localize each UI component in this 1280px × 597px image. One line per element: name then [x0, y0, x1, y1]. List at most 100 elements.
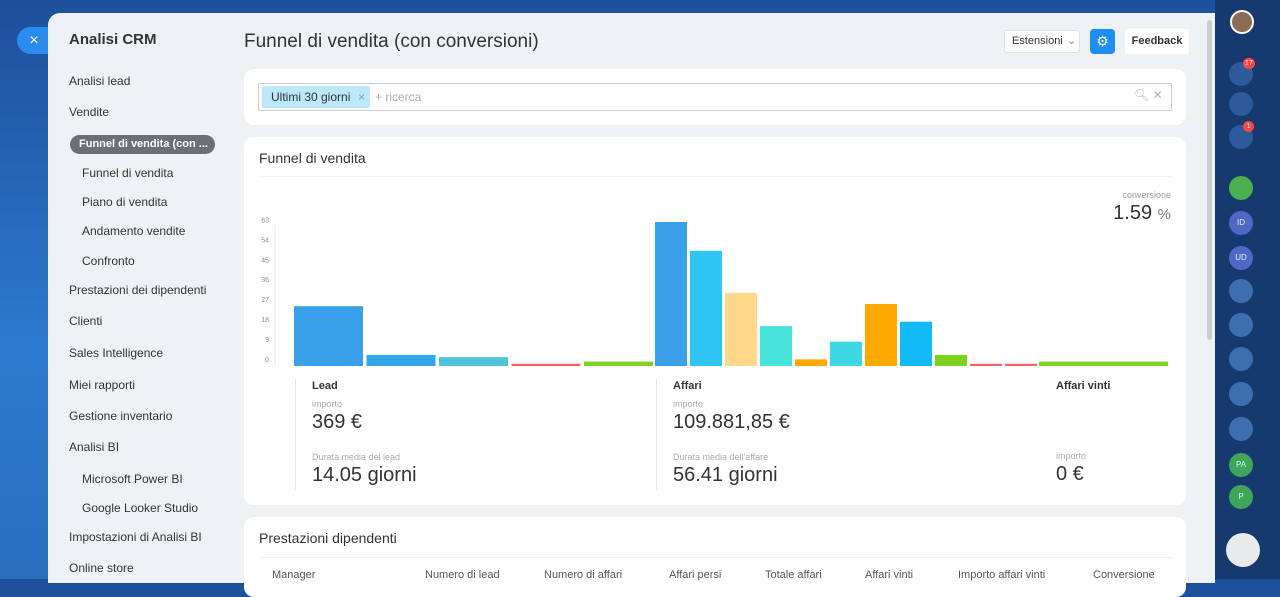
bar	[294, 306, 363, 366]
conversion: 1.59 %	[1113, 202, 1171, 225]
y-tick-label: 0	[265, 357, 269, 364]
scrollbar	[1207, 20, 1212, 340]
funnel-chart: 0 9 18 27 36 45 54 63	[261, 217, 1168, 366]
sidebar-subitem[interactable]: Google Looker Studio	[82, 501, 199, 515]
column-header: Affari persi	[669, 569, 722, 581]
extensions-label: Estensioni	[1012, 35, 1063, 47]
y-tick-label: 63	[261, 217, 269, 224]
close-button[interactable]: ×	[17, 27, 51, 54]
panel-title: Lead	[312, 380, 338, 392]
sidebar-item[interactable]: Miei rapporti	[69, 378, 136, 392]
sidebar-title: Analisi CRM	[69, 31, 157, 48]
search-input[interactable]	[258, 83, 1172, 111]
amount: 369 €	[312, 411, 363, 433]
duration: 56.41 giorni	[673, 464, 778, 486]
bar	[795, 359, 827, 366]
bar	[760, 326, 792, 366]
column-header: Affari vinti	[865, 569, 914, 581]
panel-title: Affari	[673, 380, 702, 392]
amount-label: importo	[1056, 451, 1087, 461]
y-tick-label: 18	[261, 317, 269, 324]
sidebar-item[interactable]: Gestione inventario	[69, 409, 173, 423]
page-title: Funnel di vendita (con conversioni)	[244, 31, 539, 52]
conversion-label: conversione	[1122, 190, 1171, 200]
bar	[584, 361, 653, 366]
bar	[1005, 363, 1037, 366]
amount: 0 €	[1056, 463, 1084, 485]
badge: 17	[1243, 58, 1255, 69]
icon-button[interactable]	[1229, 92, 1253, 116]
sidebar-item[interactable]: Sales Intelligence	[69, 346, 164, 360]
funnel-card: 0 9 18 27 36 45 54 63	[244, 137, 1186, 505]
menu-button[interactable]	[1226, 533, 1260, 567]
bar	[690, 250, 722, 366]
bar	[935, 354, 967, 366]
panel-border	[295, 378, 296, 490]
sidebar-subitem[interactable]: Piano di vendita	[82, 195, 168, 209]
contact-avatar[interactable]: ID	[1229, 211, 1253, 235]
sidebar-item[interactable]: Impostazioni di Analisi BI	[69, 530, 202, 544]
search-icons: 🔍︎ ✕	[1134, 88, 1163, 102]
bar	[655, 222, 687, 366]
amount-label: importo	[673, 399, 704, 409]
contact-avatar[interactable]: P	[1229, 485, 1253, 509]
amount-label: importo	[312, 399, 343, 409]
panel-title: Affari vinti	[1056, 380, 1111, 392]
extensions-button[interactable]: Estensioni ⌄	[1004, 30, 1080, 53]
icon-button[interactable]	[1229, 347, 1253, 371]
conversion-unit: %	[1157, 206, 1171, 223]
column-header: Numero di affari	[544, 569, 623, 581]
conversion-value: 1.59	[1113, 202, 1153, 224]
icon-button[interactable]	[1229, 279, 1253, 303]
icon-button[interactable]	[1229, 417, 1253, 441]
sidebar-subitem[interactable]: Funnel di vendita	[82, 166, 174, 180]
sidebar-item-active[interactable]: Funnel di vendita (con ...	[70, 135, 215, 154]
sidebar-item[interactable]: Clienti	[69, 314, 103, 328]
sidebar-item[interactable]: Vendite	[69, 105, 110, 119]
column-header: Manager	[272, 569, 316, 581]
avatar[interactable]	[1230, 10, 1254, 34]
bar	[439, 357, 508, 366]
bar	[865, 303, 897, 366]
contact-avatar[interactable]: PA	[1229, 453, 1253, 477]
bar	[366, 354, 436, 366]
sidebar-item[interactable]: Prestazioni dei dipendenti	[69, 283, 207, 297]
badge: 1	[1243, 121, 1254, 132]
sidebar-subitem[interactable]: Andamento vendite	[82, 224, 186, 238]
performance-title: Prestazioni dipendenti	[259, 530, 397, 546]
column-header: Conversione	[1093, 569, 1155, 581]
icon-button[interactable]	[1229, 313, 1253, 337]
sidebar-item[interactable]: Analisi BI	[69, 440, 120, 454]
y-tick-label: 36	[261, 277, 269, 284]
y-tick-label: 54	[261, 237, 269, 244]
settings-button[interactable]: ⚙	[1090, 29, 1115, 54]
filter-tag[interactable]: Ultimi 30 giorni ×	[262, 86, 370, 108]
feedback-button[interactable]: Feedback	[1125, 29, 1189, 54]
column-header: Importo affari vinti	[958, 569, 1046, 581]
sidebar-subitem[interactable]: Microsoft Power BI	[82, 472, 183, 486]
bar	[725, 292, 757, 366]
column-header: Totale affari	[765, 569, 822, 581]
divider	[259, 557, 1171, 558]
bar	[1039, 361, 1168, 366]
sidebar-item[interactable]: Online store	[69, 561, 134, 575]
bar	[830, 341, 862, 366]
sidebar-item[interactable]: Analisi lead	[69, 74, 131, 88]
icon-button[interactable]	[1229, 382, 1253, 406]
divider	[259, 176, 1171, 177]
duration-label: Durata media dell'affare	[673, 452, 769, 462]
y-tick-label: 45	[261, 257, 269, 264]
y-tick-label: 9	[265, 337, 269, 344]
search-placeholder: + ricerca	[375, 90, 422, 104]
amount: 109.881,85 €	[673, 411, 790, 433]
bar	[900, 321, 932, 366]
contact-avatar[interactable]: UD	[1229, 246, 1253, 270]
bar	[970, 363, 1002, 366]
column-header: Numero di lead	[425, 569, 500, 581]
panel-border	[656, 378, 657, 490]
sidebar-subitem[interactable]: Confronto	[82, 254, 135, 268]
y-tick-label: 27	[261, 297, 269, 304]
icon-button[interactable]	[1229, 176, 1253, 200]
bar	[511, 363, 581, 366]
duration: 14.05 giorni	[312, 464, 417, 486]
